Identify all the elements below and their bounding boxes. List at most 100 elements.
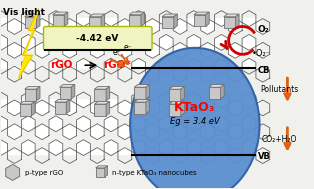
Polygon shape: [129, 12, 144, 15]
Polygon shape: [104, 34, 118, 50]
Polygon shape: [35, 100, 49, 116]
Polygon shape: [162, 17, 174, 28]
Polygon shape: [21, 34, 35, 50]
Text: n-type KTaO₃ nanocubes: n-type KTaO₃ nanocubes: [112, 170, 197, 176]
Polygon shape: [35, 42, 49, 58]
Polygon shape: [146, 84, 149, 99]
Polygon shape: [146, 42, 159, 58]
Polygon shape: [236, 14, 239, 28]
Polygon shape: [228, 19, 242, 34]
Polygon shape: [20, 101, 35, 104]
Polygon shape: [228, 124, 242, 140]
Polygon shape: [49, 19, 63, 26]
Polygon shape: [49, 116, 63, 132]
Polygon shape: [104, 58, 118, 68]
Polygon shape: [146, 148, 159, 155]
Polygon shape: [118, 66, 132, 68]
Polygon shape: [1, 34, 8, 50]
Polygon shape: [159, 19, 173, 26]
Polygon shape: [162, 14, 177, 17]
Polygon shape: [21, 116, 35, 132]
Polygon shape: [201, 19, 214, 34]
Polygon shape: [224, 14, 239, 17]
Text: rGO: rGO: [51, 60, 73, 70]
Polygon shape: [101, 14, 105, 28]
Polygon shape: [90, 100, 104, 116]
Polygon shape: [104, 116, 118, 132]
Polygon shape: [104, 19, 118, 26]
Polygon shape: [256, 66, 260, 68]
Polygon shape: [228, 66, 242, 68]
Polygon shape: [201, 124, 214, 140]
FancyBboxPatch shape: [44, 26, 152, 50]
Polygon shape: [228, 100, 242, 116]
Polygon shape: [228, 148, 242, 155]
Polygon shape: [129, 15, 141, 26]
Polygon shape: [49, 140, 63, 155]
Polygon shape: [95, 101, 110, 104]
Polygon shape: [174, 14, 177, 28]
Polygon shape: [173, 124, 187, 140]
Polygon shape: [31, 101, 35, 116]
Polygon shape: [8, 100, 21, 116]
Text: -4.42 eV: -4.42 eV: [76, 34, 118, 43]
Polygon shape: [242, 58, 256, 68]
Polygon shape: [173, 66, 187, 68]
Ellipse shape: [130, 48, 260, 189]
Text: O₂: O₂: [257, 26, 269, 34]
Polygon shape: [53, 15, 64, 26]
Polygon shape: [36, 87, 40, 101]
Polygon shape: [187, 19, 201, 26]
Polygon shape: [159, 116, 173, 132]
Polygon shape: [242, 140, 256, 155]
Polygon shape: [224, 17, 236, 28]
Polygon shape: [169, 87, 184, 89]
Polygon shape: [105, 166, 108, 177]
Polygon shape: [146, 124, 159, 140]
Polygon shape: [66, 99, 70, 114]
Polygon shape: [214, 140, 228, 155]
Polygon shape: [90, 66, 104, 68]
Polygon shape: [49, 100, 63, 108]
Polygon shape: [159, 100, 173, 108]
Polygon shape: [141, 12, 144, 26]
Polygon shape: [187, 100, 201, 108]
Polygon shape: [49, 34, 63, 50]
Polygon shape: [55, 99, 70, 102]
Polygon shape: [132, 34, 146, 50]
Polygon shape: [132, 140, 146, 155]
Text: VB: VB: [257, 152, 270, 161]
Polygon shape: [187, 140, 201, 155]
Polygon shape: [95, 104, 106, 116]
Polygon shape: [201, 100, 214, 116]
Polygon shape: [96, 168, 105, 177]
Polygon shape: [134, 102, 146, 114]
Polygon shape: [1, 58, 8, 68]
Polygon shape: [132, 116, 146, 132]
Polygon shape: [214, 100, 228, 108]
Polygon shape: [77, 58, 90, 68]
Text: rGO*: rGO*: [103, 60, 131, 70]
Polygon shape: [89, 17, 101, 28]
Polygon shape: [96, 166, 108, 168]
Polygon shape: [8, 66, 21, 68]
Polygon shape: [90, 19, 104, 34]
Polygon shape: [20, 104, 31, 116]
Polygon shape: [63, 19, 77, 34]
Polygon shape: [63, 66, 77, 68]
Polygon shape: [118, 19, 132, 34]
Polygon shape: [71, 84, 75, 99]
Polygon shape: [8, 148, 21, 155]
Polygon shape: [256, 42, 260, 58]
Polygon shape: [8, 19, 21, 34]
Polygon shape: [90, 148, 104, 155]
Polygon shape: [169, 104, 181, 116]
Polygon shape: [220, 84, 224, 99]
Polygon shape: [173, 19, 187, 34]
Polygon shape: [106, 101, 110, 116]
Polygon shape: [90, 124, 104, 140]
Polygon shape: [132, 100, 146, 108]
Polygon shape: [21, 19, 35, 26]
Polygon shape: [118, 42, 132, 58]
Polygon shape: [77, 34, 90, 50]
